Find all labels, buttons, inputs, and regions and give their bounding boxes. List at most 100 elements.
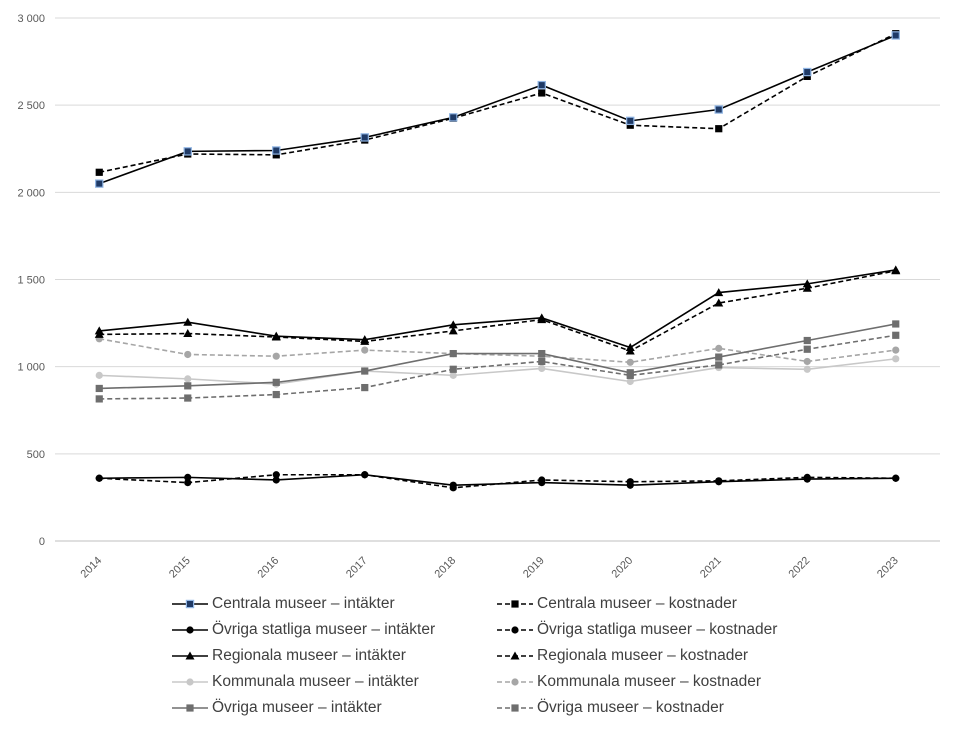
data-point: [184, 350, 192, 359]
data-point: [95, 168, 103, 176]
data-point: [626, 358, 634, 366]
data-point: [538, 364, 546, 373]
data-point: [360, 133, 369, 142]
legend-label: Övriga statliga museer – intäkter: [212, 620, 436, 638]
x-tick-label: 2018: [433, 555, 459, 581]
legend-marker: [186, 703, 194, 712]
data-point: [715, 344, 723, 352]
data-point: [892, 320, 900, 328]
data-point: [803, 67, 812, 77]
series-7: [95, 335, 900, 366]
legend-marker: [510, 651, 520, 659]
data-point: [537, 80, 546, 90]
legend-label: Övriga statliga museer – kostnader: [537, 620, 778, 638]
data-point: [184, 375, 192, 383]
x-tick-label: 2023: [875, 555, 901, 581]
series-line: [99, 337, 896, 364]
data-point: [715, 361, 723, 369]
data-point: [714, 288, 724, 297]
series-2: [95, 471, 900, 489]
data-point: [626, 371, 634, 379]
data-point: [803, 357, 811, 366]
series-line: [99, 358, 896, 385]
data-point: [626, 377, 634, 386]
data-point: [892, 346, 900, 354]
x-tick-label: 2017: [344, 555, 370, 581]
series-4: [94, 265, 901, 351]
data-point: [802, 283, 812, 292]
data-point: [361, 383, 369, 392]
legend-item: Övriga museer – kostnader: [495, 696, 825, 719]
x-tick-label: 2015: [167, 555, 193, 581]
data-point: [272, 378, 280, 386]
data-point: [272, 352, 280, 360]
x-tick-label: 2014: [79, 555, 105, 581]
data-point: [95, 395, 103, 403]
data-point: [891, 266, 901, 275]
data-point: [184, 473, 192, 481]
y-tick-label: 3 000: [17, 13, 45, 25]
data-point: [272, 151, 280, 159]
legend-marker: [186, 625, 194, 634]
data-point: [449, 349, 457, 358]
series-line: [98, 34, 897, 185]
series-line: [99, 323, 896, 390]
data-point: [184, 394, 192, 402]
series-line: [99, 269, 896, 349]
legend-swatch: [497, 677, 533, 686]
legend-swatch: [172, 625, 208, 634]
data-point: [803, 72, 811, 81]
data-point: [449, 365, 457, 373]
legend-swatch: [497, 599, 533, 608]
y-tick-label: 1 000: [17, 362, 45, 374]
series-8: [95, 320, 900, 393]
series-0: [95, 31, 900, 188]
data-point: [271, 332, 281, 341]
data-point: [714, 298, 724, 307]
series-line: [99, 473, 896, 487]
x-tick-label: 2021: [698, 555, 724, 581]
y-tick-label: 2 000: [17, 187, 45, 199]
legend-swatch: [172, 599, 208, 608]
legend-marker: [186, 677, 194, 686]
data-point: [803, 473, 811, 481]
data-point: [803, 336, 811, 345]
legend-item: Regionala museer – intäkter: [170, 644, 495, 667]
legend-swatch: [497, 625, 533, 634]
data-point: [892, 355, 900, 363]
data-point: [803, 365, 811, 373]
x-tick-label: 2019: [521, 555, 547, 581]
legend-swatch: [172, 677, 208, 686]
data-point: [449, 371, 457, 379]
data-point: [272, 146, 281, 155]
data-point: [360, 336, 370, 345]
series-1: [95, 30, 900, 176]
data-point: [449, 484, 457, 492]
legend-label: Regionala museer – intäkter: [212, 646, 406, 664]
data-point: [537, 315, 547, 324]
data-point: [95, 384, 103, 393]
x-tick-label: 2020: [610, 555, 636, 581]
data-point: [361, 367, 369, 375]
series-line: [99, 473, 896, 489]
legend-label: Kommunala museer – kostnader: [537, 672, 762, 690]
data-point: [184, 478, 192, 487]
data-point: [94, 329, 104, 338]
data-point: [183, 317, 193, 326]
data-point: [625, 346, 635, 355]
data-point: [361, 346, 369, 354]
data-point: [714, 105, 723, 114]
legend-marker: [185, 651, 195, 659]
legend-label: Övriga museer – intäkter: [212, 698, 382, 716]
y-tick-label: 1 500: [17, 275, 45, 287]
data-point: [891, 31, 900, 40]
data-point: [626, 121, 634, 129]
data-point: [538, 349, 546, 358]
data-point: [538, 476, 546, 484]
data-point: [538, 89, 546, 97]
line-chart-plot: 0 500 1 000 1 500 2 000 2 500 3 000 2014 2015 201…: [17, 13, 940, 581]
legend-label: Regionala museer – kostnader: [537, 646, 749, 664]
data-point: [183, 147, 192, 156]
data-point: [272, 471, 280, 479]
